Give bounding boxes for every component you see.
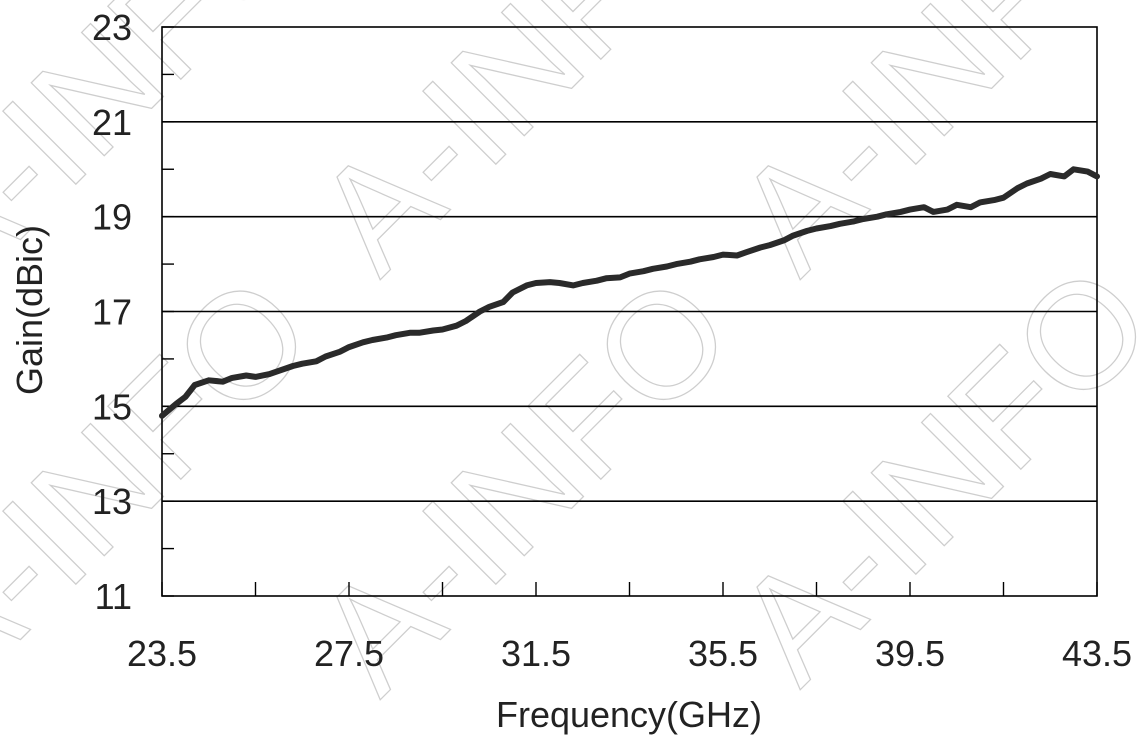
- y-tick-label: 23: [92, 7, 132, 48]
- svg-text:A-INFO: A-INFO: [284, 0, 762, 303]
- x-tick-label: 31.5: [501, 633, 571, 674]
- x-tick-label: 23.5: [127, 633, 197, 674]
- y-axis-title: Gain(dBic): [9, 225, 50, 395]
- x-tick-label: 35.5: [688, 633, 758, 674]
- x-tick-label: 39.5: [875, 633, 945, 674]
- gridlines: [162, 121, 1097, 502]
- series-layer: [159, 166, 1100, 419]
- y-tick-label: 19: [92, 197, 132, 238]
- y-tick-label: 15: [92, 386, 132, 427]
- a-info-watermark: A-INFO A-INFO A-INFO A-INFO A-INFO A-INF…: [0, 0, 1147, 723]
- x-tick-labels: 23.5 27.5 31.5 35.5 39.5 43.5: [127, 633, 1132, 674]
- y-tick-label: 21: [92, 102, 132, 143]
- svg-text:A-INFO: A-INFO: [0, 0, 342, 323]
- x-axis-title: Frequency(GHz): [496, 694, 762, 735]
- series-line-0: [159, 166, 1100, 419]
- x-tick-label: 27.5: [314, 633, 384, 674]
- x-tick-label: 43.5: [1062, 633, 1132, 674]
- plot-frame: [161, 26, 1098, 597]
- y-tick-label: 17: [92, 292, 132, 333]
- y-tick-label: 11: [95, 576, 132, 617]
- y-tick-labels: 11 13 15 17 19 21 23: [92, 7, 132, 617]
- y-tick-label: 13: [92, 481, 132, 522]
